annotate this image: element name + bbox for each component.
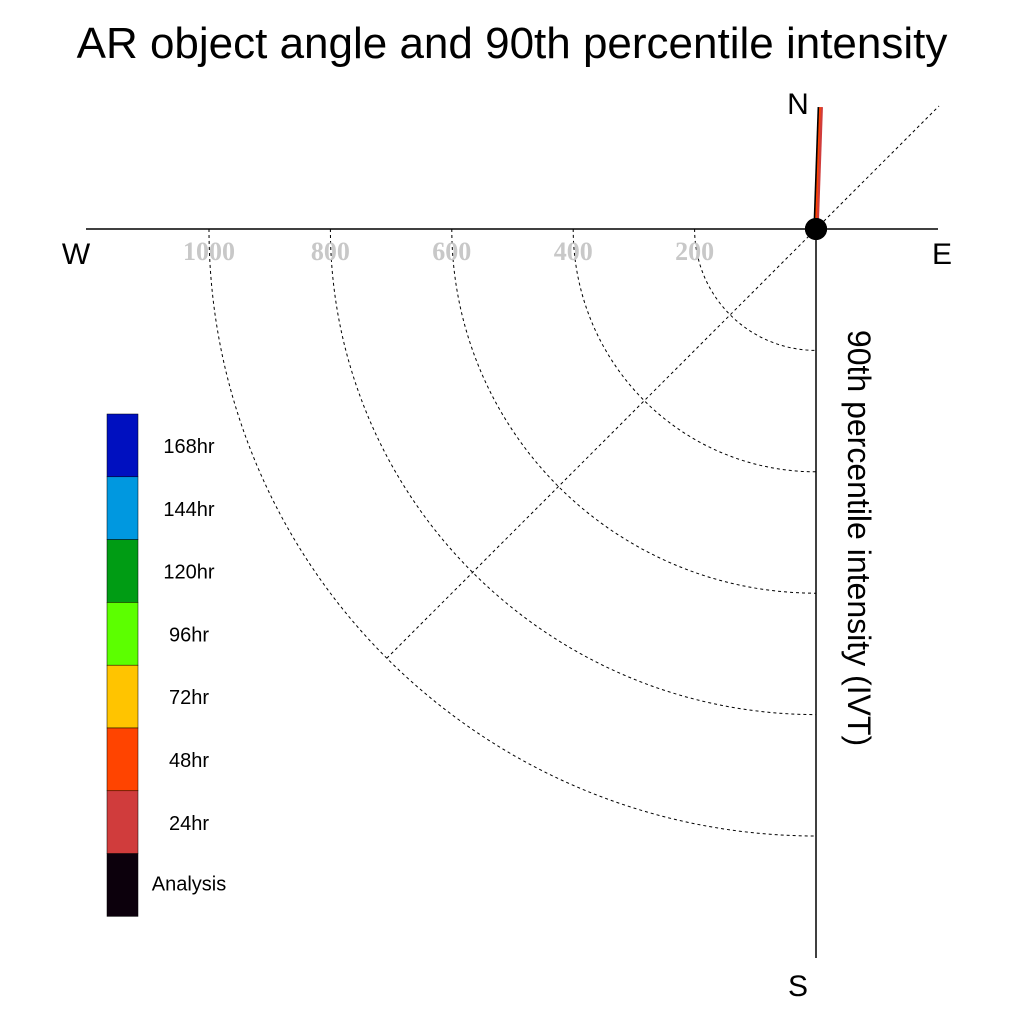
legend-label: 48hr <box>169 750 209 772</box>
radial-tick-label: 400 <box>554 237 593 266</box>
radial-tick-label: 200 <box>675 237 714 266</box>
radial-axis-label: 90th percentile intensity (IVT) <box>841 330 877 746</box>
radial-tick-label: 800 <box>311 237 350 266</box>
legend-label: 96hr <box>169 624 209 646</box>
data-point-24hr <box>805 218 827 240</box>
compass-east-label: E <box>932 238 952 271</box>
radial-grid <box>208 105 940 837</box>
compass-west-label: W <box>62 238 91 271</box>
chart-title: AR object angle and 90th percentile inte… <box>77 19 948 68</box>
series-line-analysis <box>813 107 820 230</box>
legend-label: 120hr <box>163 562 214 584</box>
radial-tick-labels: 200 400 600 800 1000 <box>183 237 714 266</box>
radial-tick-label: 1000 <box>183 237 235 266</box>
legend-label: 168hr <box>163 436 214 458</box>
legend-label: 72hr <box>169 687 209 709</box>
legend-swatch <box>106 539 139 603</box>
legend-swatch <box>106 602 139 666</box>
legend-swatch <box>106 790 139 854</box>
grid-arc-400 <box>572 228 817 473</box>
data-series <box>805 107 827 240</box>
series-line-24hr <box>816 107 823 230</box>
legend-swatch <box>106 853 139 917</box>
grid-arc-800 <box>329 228 817 716</box>
legend-swatch <box>106 476 139 540</box>
diagonal-reference-line <box>386 105 940 659</box>
radial-tick-label: 600 <box>432 237 471 266</box>
compass-north-label: N <box>787 88 809 121</box>
legend-swatch <box>106 664 139 729</box>
legend-swatch <box>106 413 139 478</box>
series-line-48hr <box>814 107 822 230</box>
grid-arc-1000 <box>208 228 817 837</box>
grid-arc-600 <box>451 228 817 594</box>
grid-arc-200 <box>694 228 817 351</box>
legend-label: Analysis <box>152 874 226 896</box>
compass-south-label: S <box>788 970 808 1003</box>
legend-swatch <box>106 727 139 792</box>
legend: 168hr 144hr 120hr 96hr 72hr 48hr 24hr Analysis <box>106 413 226 917</box>
legend-label: 144hr <box>163 499 214 521</box>
legend-label: 24hr <box>169 813 209 835</box>
